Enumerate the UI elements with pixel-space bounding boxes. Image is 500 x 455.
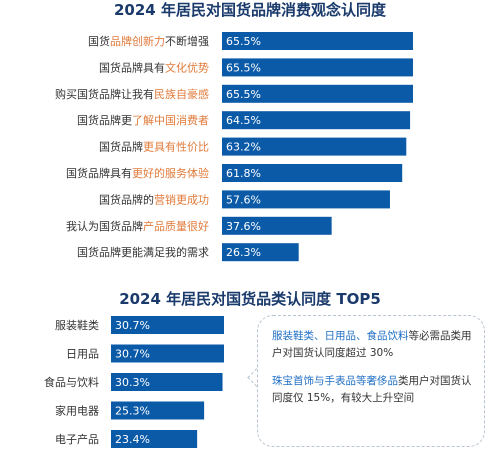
note-2-text: 类用户对国货认同度仅 15%，有较大上升空间 [272, 375, 472, 404]
chart1-value-label-4: 64.5% [226, 114, 261, 127]
chart1-category-label-4: 国货品牌更了解中国消费者 [77, 113, 209, 127]
chart1-category-label-5: 国货品牌更具有性价比 [99, 140, 209, 154]
note-1-highlight: 服装鞋类、日用品、食品饮料 [272, 330, 409, 342]
chart2-category-label-1: 服装鞋类 [55, 318, 99, 332]
chart2-value-label-2: 30.7% [115, 348, 150, 361]
note-2-highlight: 珠宝首饰与手表品等奢侈品 [272, 375, 398, 387]
chart1-value-label-8: 37.6% [226, 220, 261, 233]
chart2-bar-2 [111, 344, 224, 363]
chart-title-category: 2024 年居民对国货品类认同度 TOP5 [119, 290, 381, 308]
chart1-bar-9 [222, 243, 299, 262]
chart1-category-label-6: 国货品牌具有更好的服务体验 [66, 166, 209, 180]
chart1-category-label-2: 国货品牌具有文化优势 [99, 60, 209, 74]
chart2-value-label-4: 25.3% [115, 405, 150, 418]
chart2-bar-4 [111, 401, 205, 420]
chart2-bar-3 [111, 373, 223, 391]
chart1-value-label-3: 65.5% [226, 88, 261, 101]
chart-title-consumption: 2024 年居民对国货品牌消费观念认同度 [114, 1, 386, 19]
chart2-value-label-5: 23.4% [115, 433, 150, 446]
chart1-category-label-3: 购买国货品牌让我有民族自豪感 [55, 87, 209, 101]
chart1-category-label-9: 国货品牌更能满足我的需求 [77, 245, 209, 259]
chart2-bar-1 [111, 316, 224, 334]
chart2-value-label-1: 30.7% [115, 319, 150, 332]
chart2-category-label-2: 日用品 [66, 348, 99, 361]
chart1-value-label-2: 65.5% [226, 61, 261, 74]
chart1-value-label-1: 65.5% [226, 35, 261, 48]
chart1-category-label-1: 国货品牌创新力不断增强 [88, 34, 209, 48]
chart1-value-label-7: 57.6% [226, 193, 261, 206]
chart1-bar-8 [222, 216, 332, 235]
chart1-bar-5 [222, 137, 407, 156]
chart2-category-label-3: 食品与饮料 [44, 375, 99, 389]
note-box: 服装鞋类、日用品、食品饮料等必需品类用户对国货认同度超过 30% 珠宝首饰与手表… [257, 315, 485, 447]
chart1-value-label-6: 61.8% [226, 167, 261, 180]
chart1-bar-6 [222, 164, 403, 182]
chart1-bar-4 [222, 111, 411, 130]
chart1-category-label-8: 我认为国货品牌产品质量很好 [66, 219, 209, 233]
chart2-category-label-4: 家用电器 [55, 404, 99, 418]
note-paragraph-2: 珠宝首饰与手表品等奢侈品类用户对国货认同度仅 15%，有较大上升空间 [272, 373, 474, 407]
chart2-value-label-3: 30.3% [115, 376, 150, 389]
chart1-bar-7 [222, 190, 390, 209]
chart2-category-label-5: 电子产品 [55, 432, 99, 446]
chart2-bar-5 [111, 430, 198, 448]
chart1-bar-3 [222, 84, 413, 103]
note-1-text: 等必需品类用户对国货认同度超过 30% [272, 330, 472, 359]
chart1-bar-1 [222, 32, 413, 50]
chart1-value-label-5: 63.2% [226, 141, 261, 154]
chart1-value-label-9: 26.3% [226, 246, 261, 259]
chart1-category-label-7: 国货品牌的营销更成功 [99, 192, 209, 206]
chart1-bar-2 [222, 58, 413, 77]
note-paragraph-1: 服装鞋类、日用品、食品饮料等必需品类用户对国货认同度超过 30% [272, 328, 474, 362]
